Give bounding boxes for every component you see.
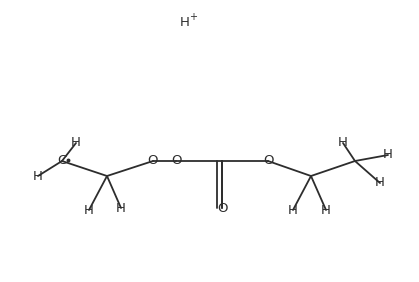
Text: +: + xyxy=(189,12,197,22)
Text: H: H xyxy=(321,204,331,217)
Text: O: O xyxy=(171,155,181,168)
Text: C: C xyxy=(57,155,67,168)
Text: H: H xyxy=(116,202,126,215)
Text: H: H xyxy=(84,204,94,217)
Text: O: O xyxy=(148,155,158,168)
Text: O: O xyxy=(217,202,227,215)
Text: H: H xyxy=(383,149,393,162)
Text: H: H xyxy=(288,204,298,217)
Text: O: O xyxy=(263,155,273,168)
Text: H: H xyxy=(375,177,385,190)
Text: H: H xyxy=(180,16,190,28)
Text: H: H xyxy=(71,136,81,149)
Text: H: H xyxy=(33,169,43,182)
Text: H: H xyxy=(338,136,348,149)
